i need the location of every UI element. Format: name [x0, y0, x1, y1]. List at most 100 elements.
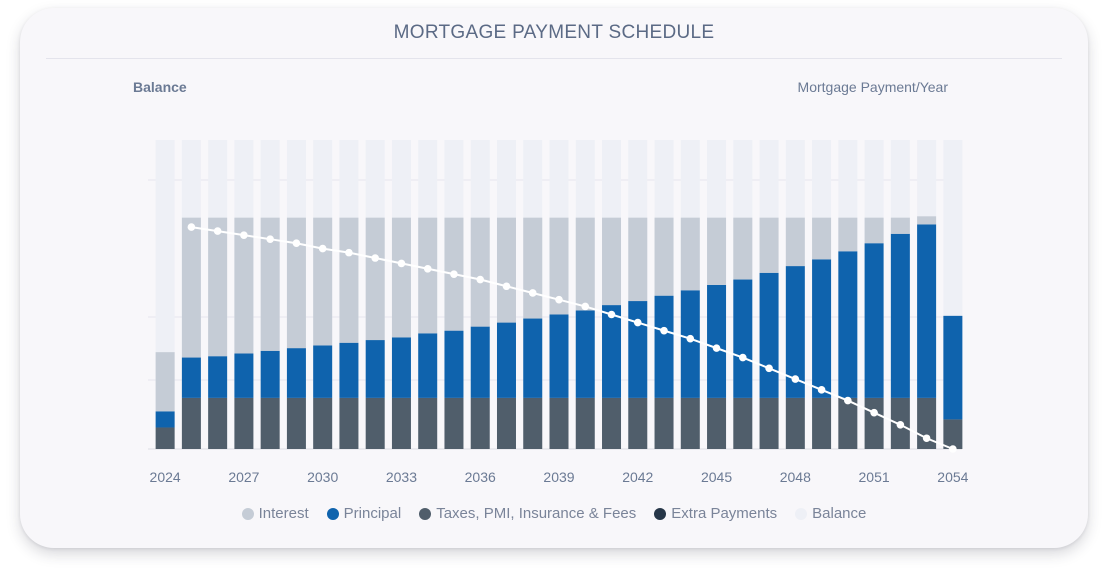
- balance-point: [397, 259, 406, 268]
- legend-label: Interest: [258, 505, 309, 522]
- bar-principal: [733, 279, 753, 398]
- bar-principal: [785, 266, 805, 398]
- bar-interest: [208, 217, 228, 357]
- bar-taxes-pmi-insurance-fees: [943, 419, 963, 449]
- balance-point: [870, 408, 878, 417]
- bar-principal: [208, 356, 228, 398]
- bar-principal: [812, 259, 832, 398]
- bar-interest: [181, 217, 201, 358]
- right-axis-label: Mortgage Payment/Year: [797, 79, 948, 95]
- legend-marker: [241, 507, 254, 520]
- chart-legend: Interest Principal Taxes, PMI, Insurance…: [20, 505, 1088, 522]
- bar-interest: [707, 217, 727, 285]
- bar-taxes-pmi-insurance-fees: [549, 397, 569, 449]
- balance-point: [476, 275, 485, 284]
- bar-interest: [313, 217, 333, 346]
- bar-principal: [864, 243, 884, 398]
- bar-principal: [575, 310, 595, 398]
- bar-taxes-pmi-insurance-fees: [759, 397, 779, 449]
- bar-taxes-pmi-insurance-fees: [365, 397, 385, 449]
- left-axis-label: Balance: [133, 79, 187, 95]
- x-tick-label: 2039: [543, 469, 574, 485]
- legend-item-balance[interactable]: Balance: [795, 505, 866, 522]
- bar-principal: [523, 318, 543, 398]
- bar-principal: [155, 411, 175, 428]
- bar-taxes-pmi-insurance-fees: [733, 397, 753, 449]
- legend-label: Taxes, PMI, Insurance & Fees: [436, 505, 637, 522]
- legend-marker: [795, 507, 808, 520]
- bar-taxes-pmi-insurance-fees: [208, 397, 228, 449]
- bar-principal: [602, 305, 622, 398]
- legend-item-taxes[interactable]: Taxes, PMI, Insurance & Fees: [419, 505, 636, 522]
- balance-point: [266, 235, 274, 243]
- bar-interest: [496, 217, 516, 323]
- bar-taxes-pmi-insurance-fees: [680, 397, 700, 449]
- bar-principal: [654, 295, 674, 398]
- bar-interest: [864, 217, 884, 244]
- balance-point: [528, 289, 537, 297]
- x-tick-label: 2036: [465, 469, 496, 485]
- bar-interest: [418, 217, 438, 334]
- balance-point: [949, 445, 957, 453]
- balance-point: [607, 310, 616, 319]
- balance-point: [450, 270, 458, 278]
- bar-taxes-pmi-insurance-fees: [654, 397, 674, 449]
- bar-principal: [339, 342, 359, 398]
- bar-principal: [313, 345, 333, 398]
- bar-taxes-pmi-insurance-fees: [286, 397, 306, 449]
- balance-point: [371, 254, 379, 262]
- balance-point: [660, 326, 668, 335]
- bar-interest: [680, 217, 700, 291]
- balance-point: [686, 334, 695, 343]
- balance-point: [791, 375, 800, 383]
- bar-principal: [181, 357, 201, 398]
- bar-interest: [917, 216, 937, 225]
- bar-interest: [812, 217, 832, 260]
- balance-point: [423, 264, 432, 273]
- bar-interest: [470, 217, 490, 327]
- chart-card: MORTGAGE PAYMENT SCHEDULE Balance Mortga…: [20, 8, 1088, 548]
- bar-taxes-pmi-insurance-fees: [496, 397, 516, 449]
- mortgage-chart: 2024 2027 2030 2033 2036 2039 2042 2045 2048 2051…: [148, 140, 969, 485]
- bar-interest: [523, 217, 543, 319]
- legend-label: Principal: [343, 505, 402, 522]
- balance-point: [240, 231, 248, 239]
- legend-item-principal[interactable]: Principal: [326, 505, 402, 522]
- bar-interest: [785, 217, 805, 267]
- bar-interest: [575, 217, 595, 311]
- balance-point: [581, 302, 590, 311]
- balance-point: [633, 318, 642, 327]
- bar-interest: [759, 217, 779, 273]
- bar-principal: [628, 301, 648, 398]
- bar-interest: [733, 217, 753, 280]
- bar-interest: [628, 217, 648, 302]
- x-tick-label: 2048: [780, 469, 811, 485]
- legend-item-interest[interactable]: Interest: [241, 505, 309, 522]
- bar-taxes-pmi-insurance-fees: [444, 397, 464, 449]
- legend-marker: [419, 507, 432, 520]
- bar-interest: [339, 217, 359, 343]
- bar-interest: [155, 352, 175, 412]
- x-tick-label: 2024: [150, 469, 181, 485]
- balance-point: [896, 420, 905, 429]
- title-divider: [46, 58, 1062, 59]
- bar-interest: [286, 217, 306, 349]
- bar-principal: [759, 272, 779, 398]
- bar-taxes-pmi-insurance-fees: [864, 397, 884, 449]
- bar-taxes-pmi-insurance-fees: [628, 397, 648, 449]
- x-tick-label: 2033: [386, 469, 417, 485]
- balance-point: [555, 295, 563, 304]
- x-tick-label: 2030: [307, 469, 338, 485]
- balance-point: [292, 239, 301, 248]
- bar-principal: [707, 284, 727, 398]
- bar-principal: [890, 233, 910, 398]
- bar-principal: [917, 224, 937, 398]
- legend-marker: [326, 507, 339, 520]
- balance-point: [765, 364, 773, 373]
- legend-item-extra-payments[interactable]: Extra Payments: [654, 505, 777, 522]
- bar-interest: [260, 217, 280, 351]
- bar-interest: [838, 217, 858, 252]
- bar-principal: [549, 314, 569, 398]
- bar-taxes-pmi-insurance-fees: [234, 397, 254, 449]
- balance-point: [739, 353, 747, 362]
